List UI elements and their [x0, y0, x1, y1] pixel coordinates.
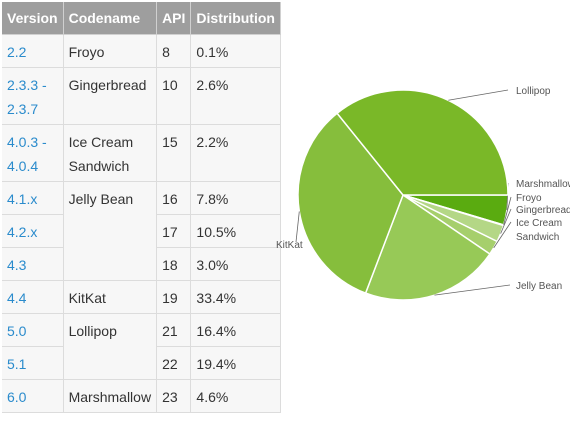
version-link[interactable]: 5.1 [2, 346, 64, 380]
table-row: 2.2 Froyo 8 0.1% [2, 34, 281, 68]
table-row: 2.3.3 - 2.3.7 Gingerbread 10 2.6% [2, 67, 281, 125]
leader-line [448, 89, 509, 101]
pie-slice-jelly-bean [364, 193, 491, 301]
api-cell: 19 [156, 280, 192, 314]
codename-cell: Ice Cream Sandwich [63, 124, 158, 182]
distribution-cell: 10.5% [190, 214, 281, 248]
table-row: 6.0 Marshmallow 23 4.6% [2, 379, 281, 413]
version-link[interactable]: 4.2.x [2, 214, 64, 248]
leader-line [500, 208, 512, 234]
version-link[interactable]: 5.0 [2, 313, 64, 347]
version-link[interactable]: 4.0.3 - 4.0.4 [2, 124, 64, 182]
codename-cell: Marshmallow [63, 379, 158, 413]
leader-line [295, 211, 300, 243]
version-link[interactable]: 4.3 [2, 247, 64, 281]
version-link[interactable]: 4.1.x [2, 181, 64, 215]
distribution-cell: 19.4% [190, 346, 281, 380]
table-row: 4.1.x Jelly Bean 16 7.8% [2, 181, 281, 281]
table-row: 4.0.3 - 4.0.4 Ice Cream Sandwich 15 2.2% [2, 124, 281, 182]
distribution-cell: 33.4% [190, 280, 281, 314]
distribution-cell: 3.0% [190, 247, 281, 281]
pie-label: Froyo [516, 193, 542, 204]
version-link[interactable]: 2.3.3 - 2.3.7 [2, 67, 64, 125]
distribution-cell: 16.4% [190, 313, 281, 347]
version-link[interactable]: 6.0 [2, 379, 64, 413]
codename-cell: Gingerbread [63, 67, 158, 125]
codename-cell: Froyo [63, 34, 158, 68]
pie-label: Lollipop [516, 86, 551, 97]
api-cell: 10 [156, 67, 192, 125]
distribution-cell: 2.2% [190, 124, 281, 182]
distribution-cell: 0.1% [190, 34, 281, 68]
api-cell: 22 [156, 346, 192, 380]
table-row: 4.2.x 17 10.5% [2, 214, 281, 248]
version-link[interactable]: 2.2 [2, 34, 64, 68]
distribution-cell: 2.6% [190, 67, 281, 125]
api-cell: 23 [156, 379, 192, 413]
header-api: API [156, 2, 192, 35]
api-cell: 15 [156, 124, 192, 182]
header-distribution: Distribution [190, 2, 281, 35]
header-version: Version [2, 2, 64, 35]
pie-label: Gingerbread [516, 205, 570, 216]
distribution-cell: 7.8% [190, 181, 281, 215]
pie-label: Jelly Bean [516, 281, 562, 292]
codename-cell: Jelly Bean [63, 181, 158, 281]
leader-line [434, 284, 511, 296]
table-row: 5.1 22 19.4% [2, 346, 281, 380]
pie-label: Marshmallow [516, 179, 570, 190]
api-cell: 21 [156, 313, 192, 347]
api-cell: 18 [156, 247, 192, 281]
api-cell: 16 [156, 181, 192, 215]
distribution-cell: 4.6% [190, 379, 281, 413]
codename-cell: KitKat [63, 280, 158, 314]
pie-slice-lollipop [336, 89, 509, 196]
table-row: 4.3 18 3.0% [2, 247, 281, 281]
table-row: 5.0 Lollipop 21 16.4% [2, 313, 281, 380]
leader-line [493, 221, 512, 249]
pie-label: Ice Cream Sandwich [516, 218, 562, 243]
table-row: 4.4 KitKat 19 33.4% [2, 280, 281, 314]
leader-line [503, 196, 512, 226]
header-codename: Codename [63, 2, 158, 35]
version-link[interactable]: 4.4 [2, 280, 64, 314]
codename-cell: Lollipop [63, 313, 158, 380]
distribution-table: Version Codename API Distribution 2.2 Fr… [2, 2, 281, 413]
api-cell: 17 [156, 214, 192, 248]
api-cell: 8 [156, 34, 192, 68]
pie-label: KitKat [276, 240, 303, 251]
table-header-row: Version Codename API Distribution [2, 2, 281, 35]
